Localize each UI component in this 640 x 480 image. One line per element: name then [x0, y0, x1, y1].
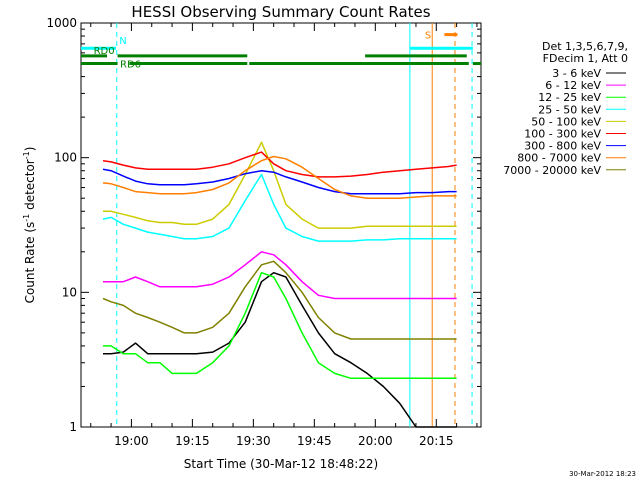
legend-label-2: 12 - 25 keV [538, 91, 601, 104]
series-line-5 [102, 151, 457, 178]
y-axis-label-sup1: -1 [22, 214, 31, 222]
legend-label-5: 100 - 300 keV [524, 128, 601, 141]
legend-label-7: 800 - 7000 keV [517, 152, 601, 165]
series-line-0 [103, 271, 457, 428]
x-tick-label-3: 19:45 [297, 434, 332, 448]
legend-header-1: FDecim 1, Att 0 [543, 52, 628, 65]
x-tick-label-2: 19:30 [236, 434, 271, 448]
y-tick-label-3: 1000 [46, 16, 77, 30]
flag-rd6-label: RD6 [120, 60, 141, 71]
x-tick-label-0: 19:00 [114, 434, 149, 448]
series-line-7 [102, 155, 457, 199]
plot-frame [80, 22, 482, 428]
x-tick-label-4: 20:00 [358, 434, 393, 448]
legend-label-0: 3 - 6 keV [552, 67, 601, 80]
legend-label-3: 25 - 50 keV [538, 103, 601, 116]
y-axis-label-mid: detector [23, 159, 37, 214]
y-axis-label-sup2: -1 [22, 151, 31, 159]
y-axis-label-main: Count Rate (s [23, 222, 37, 304]
plot-timestamp: 30-Mar-2012 18:23 [569, 470, 636, 478]
y-axis: 1 10 100 1000 [46, 16, 481, 434]
series-line-2 [103, 271, 457, 380]
x-tick-label-5: 20:15 [419, 434, 454, 448]
chart-title: HESSI Observing Summary Count Rates [131, 3, 430, 21]
y-axis-label-end: ) [23, 147, 37, 152]
series-lines [102, 141, 457, 428]
legend-label-4: 50 - 100 keV [531, 115, 601, 128]
legend: Det 1,3,5,6,7,9,FDecim 1, Att 0 3 - 6 keV… [503, 40, 628, 177]
series-line-4 [103, 141, 457, 229]
y-tick-label-1: 10 [62, 285, 77, 299]
flag-n-label: N [119, 36, 126, 47]
instrument-flags: N RD0 RD6 S [81, 23, 481, 427]
x-axis-label: Start Time (30-Mar-12 18:48:22) [184, 457, 378, 471]
y-tick-label-0: 1 [69, 420, 77, 434]
y-axis-label: Count Rate (s-1 detector-1) [22, 147, 37, 304]
legend-label-8: 7000 - 20000 keV [503, 164, 601, 177]
series-line-6 [102, 168, 457, 195]
flag-rd0-label: RD0 [94, 46, 115, 57]
legend-header-0: Det 1,3,5,6,7,9, [542, 40, 628, 53]
flag-s-label: S [425, 31, 431, 42]
series-line-1 [103, 251, 457, 300]
legend-label-6: 300 - 800 keV [524, 140, 601, 153]
series-line-8 [102, 260, 457, 340]
series-line-3 [102, 173, 457, 242]
x-axis: 19:00 19:15 19:30 19:45 20:00 20:15 [90, 23, 478, 448]
y-tick-label-2: 100 [54, 151, 77, 165]
x-tick-label-1: 19:15 [175, 434, 210, 448]
legend-label-1: 6 - 12 keV [545, 79, 601, 92]
